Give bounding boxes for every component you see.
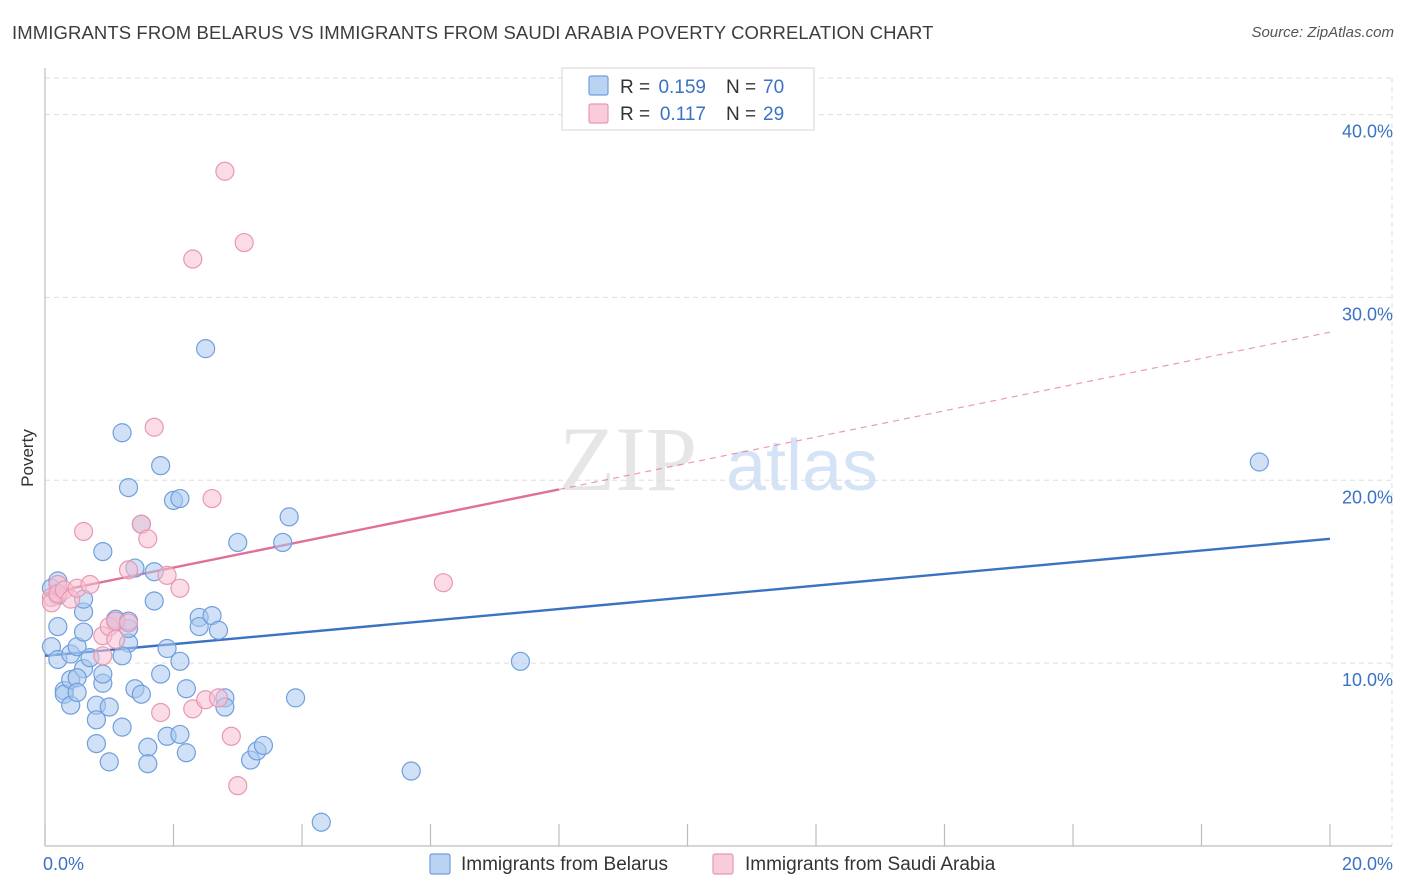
point-belarus-40 <box>138 737 158 757</box>
watermark-zip: ZIP <box>559 408 697 510</box>
point-belarus-55 <box>189 616 209 637</box>
point-belarus-65 <box>273 532 293 553</box>
legend-swatch-saudi-arabia <box>588 103 609 124</box>
y-tick-label-0: 10.0% <box>1342 670 1393 690</box>
point-belarus-45 <box>151 664 171 684</box>
series-legend-swatch-saudi-arabia <box>712 853 734 875</box>
y-tick-label-2: 30.0% <box>1342 304 1393 324</box>
point-belarus-70 <box>510 651 531 671</box>
point-belarus-53 <box>170 651 190 671</box>
point-saudi-arabia-8 <box>80 574 100 595</box>
point-belarus-38 <box>131 684 151 704</box>
point-saudi-arabia-14 <box>118 613 139 633</box>
legend-swatch-belarus <box>588 75 609 96</box>
series-legend-swatch-belarus <box>429 853 451 875</box>
point-belarus-61 <box>228 532 248 553</box>
point-belarus-41 <box>138 754 158 774</box>
point-saudi-arabia-20 <box>157 565 177 585</box>
point-saudi-arabia-17 <box>138 529 158 549</box>
point-belarus-24 <box>93 664 113 684</box>
point-saudi-arabia-31 <box>433 573 453 593</box>
point-belarus-57 <box>208 620 229 640</box>
point-belarus-69 <box>401 761 421 781</box>
y-tick-label-1: 20.0% <box>1342 487 1393 507</box>
point-belarus-64 <box>253 735 274 756</box>
point-belarus-66 <box>279 507 299 527</box>
y-tick-labels: 10.0% 20.0% 30.0% 40.0% <box>1342 122 1393 691</box>
point-saudi-arabia-29 <box>228 776 248 796</box>
point-belarus-52 <box>176 679 196 699</box>
watermark: ZIP atlas <box>559 408 878 510</box>
point-belarus-68 <box>311 812 331 832</box>
point-belarus-42 <box>144 591 164 611</box>
legend-n-label-belarus: N = <box>726 77 756 98</box>
point-belarus-67 <box>285 688 306 708</box>
trend-line-saudi-arabia <box>44 488 560 595</box>
legend-r-value-saudi-arabia: 0.117 <box>660 104 706 125</box>
x-tick-labels: 0.0% 20.0% <box>43 854 1393 874</box>
point-belarus-31 <box>118 478 139 498</box>
watermark-atlas: atlas <box>726 426 878 506</box>
legend-r-label-belarus: R = <box>620 77 650 98</box>
point-belarus-20 <box>86 710 107 730</box>
point-belarus-26 <box>99 752 119 772</box>
point-saudi-arabia-26 <box>208 688 229 708</box>
data-points <box>41 161 1269 832</box>
point-belarus-29 <box>112 717 132 737</box>
point-belarus-58 <box>196 339 216 359</box>
point-saudi-arabia-30 <box>234 232 254 253</box>
legend-r-label-saudi-arabia: R = <box>620 104 650 125</box>
point-belarus-14 <box>67 682 87 703</box>
legend-n-label-saudi-arabia: N = <box>726 104 756 125</box>
point-belarus-51 <box>176 743 196 763</box>
point-belarus-47 <box>157 638 177 659</box>
point-belarus-1 <box>48 616 68 637</box>
trend-line-belarus <box>44 537 1331 658</box>
chart-title: IMMIGRANTS FROM BELARUS VS IMMIGRANTS FR… <box>12 22 934 43</box>
x-tick-label-0: 0.0% <box>43 854 84 874</box>
point-saudi-arabia-21 <box>170 578 190 598</box>
point-saudi-arabia-18 <box>144 417 164 437</box>
series-legend-label-saudi-arabia: Immigrants from Saudi Arabia <box>745 854 996 875</box>
point-belarus-44 <box>151 456 171 476</box>
y-axis-title: Poverty <box>18 429 37 487</box>
point-belarus-71 <box>1249 452 1269 472</box>
source-label: Source: ZipAtlas.com <box>1251 24 1394 41</box>
point-saudi-arabia-27 <box>215 161 235 181</box>
point-belarus-30 <box>112 423 132 443</box>
point-saudi-arabia-7 <box>73 521 94 542</box>
point-belarus-21 <box>86 733 107 754</box>
axes <box>44 68 1392 847</box>
grid-lines <box>45 77 1393 846</box>
point-belarus-25 <box>99 697 119 717</box>
x-tick-label-1: 20.0% <box>1342 854 1393 874</box>
point-saudi-arabia-28 <box>221 726 241 746</box>
point-belarus-16 <box>73 622 94 642</box>
legend-n-value-belarus: 70 <box>763 77 784 98</box>
point-belarus-33 <box>112 646 132 666</box>
point-belarus-49 <box>170 488 190 509</box>
legend-r-value-belarus: 0.159 <box>658 77 706 98</box>
y-tick-label-3: 40.0% <box>1342 122 1393 142</box>
correlation-legend: R = 0.159 N = 70 R = 0.117 N = 29 <box>561 67 815 131</box>
point-saudi-arabia-10 <box>93 646 113 666</box>
series-legend: Immigrants from Belarus Immigrants from … <box>429 853 996 875</box>
point-belarus-50 <box>170 724 190 745</box>
point-saudi-arabia-25 <box>202 488 222 509</box>
point-belarus-23 <box>93 541 113 562</box>
point-saudi-arabia-12 <box>106 629 126 649</box>
legend-n-value-saudi-arabia: 29 <box>763 104 784 125</box>
point-saudi-arabia-22 <box>183 249 203 269</box>
series-legend-label-belarus: Immigrants from Belarus <box>461 854 668 875</box>
point-saudi-arabia-15 <box>118 560 139 580</box>
point-saudi-arabia-19 <box>151 702 171 723</box>
